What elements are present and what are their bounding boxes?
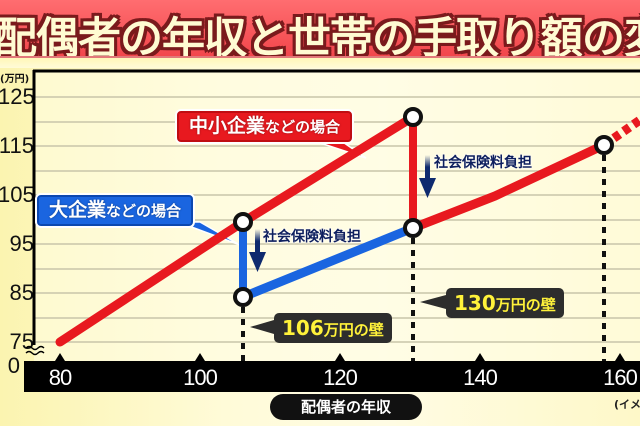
- sme-callout-tail: などの場合: [265, 118, 341, 136]
- large-corp-callout: 大企業などの場合: [37, 195, 194, 226]
- x-tick-label-120: 120: [323, 365, 358, 390]
- y-tick-label-105: 105: [0, 182, 35, 207]
- chart-title: 配偶者の年収と世帯の手取り額の変化: [0, 14, 640, 58]
- sme-line-dashed-extension: [601, 116, 640, 149]
- sme-callout-main: 中小企業: [189, 115, 266, 137]
- x-axis-title: 配偶者の年収: [270, 394, 422, 420]
- wall-130-number: 130: [454, 291, 496, 315]
- social-insurance-note-130: 社会保険料負担: [434, 155, 532, 171]
- x-axis-band: [24, 361, 640, 392]
- x-ticks: [55, 353, 625, 361]
- reference-lines: [241, 155, 606, 361]
- social-insurance-note-106: 社会保険料負担: [263, 229, 361, 245]
- large-line: [238, 223, 418, 302]
- sme-callout: 中小企業などの場合: [177, 111, 353, 142]
- wall-130-label: 130万円の壁: [446, 288, 564, 318]
- wall-106-label: 106万円の壁: [274, 313, 392, 343]
- down-arrow-icon-1: [249, 229, 266, 272]
- y-tick-label-85: 85: [9, 280, 34, 305]
- wall-106-tail: 万円の壁: [323, 321, 384, 339]
- sme-line-after-130: [408, 140, 609, 233]
- image-note: (イメージ): [614, 398, 640, 411]
- wall-130-tail: 万円の壁: [495, 296, 556, 314]
- x-tick-label-100: 100: [183, 365, 218, 390]
- y-tick-label-125: 125: [0, 84, 35, 109]
- y-tick-label-95: 95: [9, 231, 34, 256]
- title-underline-strip: [0, 58, 640, 68]
- large-callout-tail: などの場合: [106, 202, 182, 220]
- sme-line: [55, 112, 418, 347]
- wall-106-number: 106: [282, 316, 324, 340]
- wall-106-pointer: [250, 320, 274, 334]
- data-markers: [233, 107, 614, 307]
- y-axis-unit: (万円): [0, 74, 30, 85]
- title-bar: 配偶者の年収と世帯の手取り額の変化: [0, 0, 640, 58]
- x-tick-label-160: 160: [603, 365, 638, 390]
- wall-130-pointer: [420, 295, 446, 309]
- y-tick-label-0: 0: [7, 353, 20, 378]
- large-callout-main: 大企業: [49, 199, 107, 221]
- y-tick-label-115: 115: [0, 133, 34, 158]
- down-arrow-icon-2: [419, 155, 436, 198]
- axis-break-icon: [25, 345, 45, 356]
- x-tick-label-80: 80: [48, 365, 72, 390]
- x-tick-label-140: 140: [463, 365, 498, 390]
